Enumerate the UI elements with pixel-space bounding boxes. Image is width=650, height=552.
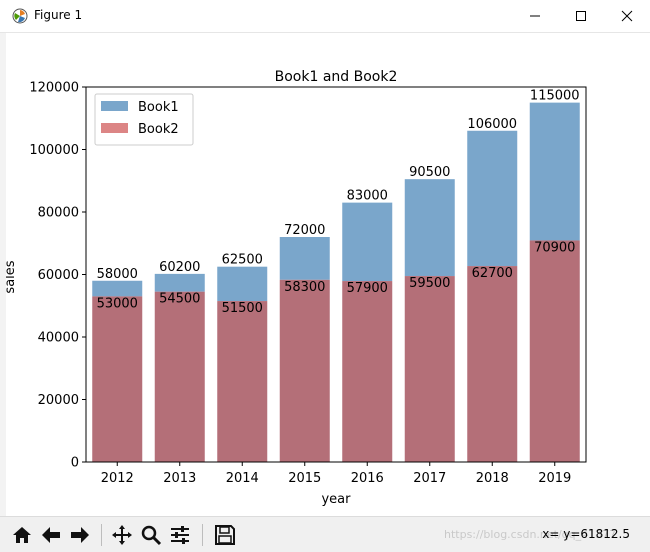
maximize-icon (576, 11, 586, 21)
data-label-book2: 53000 (97, 296, 138, 311)
y-tick-label: 0 (71, 456, 79, 471)
back-arrow-icon (42, 527, 60, 543)
chart-title: Book1 and Book2 (275, 69, 398, 85)
y-tick-label: 100000 (29, 143, 79, 158)
home-icon (13, 527, 31, 543)
bar-book1 (342, 202, 393, 282)
back-button[interactable] (38, 522, 64, 548)
subplots-button[interactable] (167, 522, 193, 548)
data-label-book1: 62500 (222, 253, 263, 268)
pan-icon (112, 525, 132, 545)
cursor-coordinates: x= y=61812.5 (542, 527, 630, 541)
bar-chart: Book1 and Book2 58000 53000 60200 54500 6250… (3, 69, 587, 507)
data-label-book1: 115000 (530, 89, 580, 104)
legend: Book1 Book2 (94, 93, 194, 146)
bar-book1 (404, 179, 455, 277)
y-tick-label: 60000 (38, 268, 79, 283)
x-axis-label: year (321, 492, 351, 507)
x-tick-label: 2012 (101, 471, 134, 486)
bar-book2 (404, 276, 455, 462)
bar-book1 (529, 102, 580, 241)
bar-book2 (529, 240, 580, 462)
bar-book2 (342, 281, 393, 462)
y-tick-label: 40000 (38, 331, 79, 346)
bar-book1 (467, 130, 518, 267)
data-label-book1: 90500 (409, 165, 450, 180)
figure-canvas[interactable]: Book1 and Book2 58000 53000 60200 54500 6250… (3, 33, 646, 516)
bars-layer: 58000 53000 60200 54500 62500 51500 72000 58300… (92, 89, 580, 462)
navigation-toolbar: https://blog.csdn.net/qq_41377 x= y=6181… (0, 516, 650, 552)
x-tick-label: 2017 (413, 471, 446, 486)
x-tick-label: 2016 (351, 471, 384, 486)
y-tick-label: 80000 (38, 206, 79, 221)
close-button[interactable] (604, 0, 650, 32)
data-label-book1: 58000 (97, 267, 138, 282)
legend-label-book1: Book1 (138, 100, 179, 115)
y-axis-label: sales (6, 260, 18, 293)
save-button[interactable] (212, 522, 238, 548)
bar-book1 (92, 280, 143, 297)
data-label-book2: 54500 (159, 292, 200, 307)
maximize-button[interactable] (558, 0, 604, 32)
x-tick-label: 2018 (476, 471, 509, 486)
data-label-book2: 70900 (534, 240, 575, 255)
minimize-button[interactable] (512, 0, 558, 32)
legend-swatch-book2 (101, 123, 128, 133)
matplotlib-icon (12, 8, 28, 24)
home-button[interactable] (9, 522, 35, 548)
left-window-edge (0, 33, 6, 516)
data-label-book2: 62700 (472, 266, 513, 281)
window-titlebar: Figure 1 (0, 0, 650, 33)
data-label-book1: 60200 (159, 260, 200, 275)
data-label-book1: 83000 (347, 189, 388, 204)
y-tick-label: 120000 (29, 81, 79, 96)
data-label-book2: 51500 (222, 301, 263, 316)
bar-book2 (217, 301, 268, 462)
bar-book1 (154, 273, 205, 292)
forward-arrow-icon (71, 527, 89, 543)
y-tick-label: 20000 (38, 393, 79, 408)
bar-book1 (217, 266, 268, 302)
y-axis: 0 20000 40000 60000 80000 100000 120000 (29, 81, 86, 471)
data-label-book1: 72000 (284, 223, 325, 238)
x-tick-label: 2013 (163, 471, 196, 486)
data-label-book2: 58300 (284, 280, 325, 295)
subplots-icon (171, 526, 189, 544)
zoom-button[interactable] (138, 522, 164, 548)
bar-book1 (279, 237, 330, 280)
zoom-icon (141, 525, 162, 546)
x-tick-label: 2019 (538, 471, 571, 486)
x-tick-label: 2015 (288, 471, 321, 486)
bar-book2 (154, 291, 205, 462)
x-axis: 2012 2013 2014 2015 2016 2017 2018 2019 (101, 462, 571, 486)
bar-book2 (279, 279, 330, 462)
legend-label-book2: Book2 (138, 122, 179, 137)
save-icon (215, 525, 235, 545)
x-tick-label: 2014 (226, 471, 259, 486)
pan-button[interactable] (109, 522, 135, 548)
window-title: Figure 1 (34, 8, 83, 22)
data-label-book2: 57900 (347, 281, 388, 296)
data-label-book1: 106000 (467, 117, 517, 132)
legend-swatch-book1 (101, 101, 128, 111)
toolbar-separator (202, 524, 203, 546)
forward-button[interactable] (67, 522, 93, 548)
toolbar-separator (101, 524, 102, 546)
close-icon (621, 10, 633, 22)
bar-book2 (467, 266, 518, 462)
data-label-book2: 59500 (409, 276, 450, 291)
bar-book2 (92, 296, 143, 462)
watermark: https://blog.csdn.net/qq_41377 (444, 528, 617, 541)
minimize-icon (530, 15, 540, 17)
